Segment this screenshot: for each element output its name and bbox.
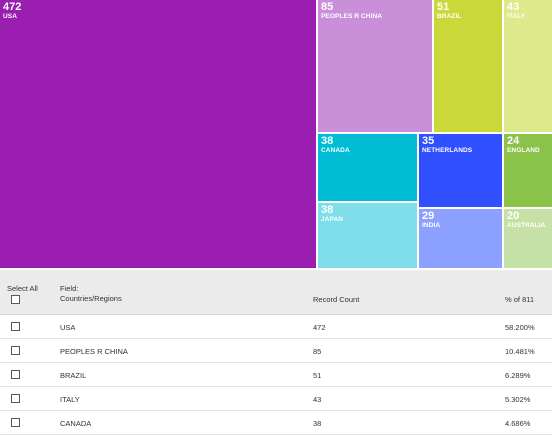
tile-label: USA	[3, 13, 18, 20]
tile-label: ITALY	[507, 13, 526, 20]
treemap-tile-peoples-r-china[interactable]: 85 PEOPLES R CHINA	[318, 0, 432, 132]
percent-header[interactable]: % of 811	[505, 295, 535, 304]
record-count: 472	[313, 323, 326, 332]
tile-label: ENGLAND	[507, 147, 540, 154]
tile-value: 85	[321, 1, 334, 13]
tile-value: 38	[321, 135, 334, 147]
table-row: BRAZIL 51 6.289%	[0, 363, 552, 387]
percent-value: 4.686%	[505, 419, 531, 428]
table-header: Select All Field: Countries/Regions Reco…	[0, 270, 552, 315]
country-name: ITALY	[60, 395, 80, 404]
row-checkbox[interactable]	[11, 346, 20, 355]
treemap-chart: 472 USA 85 PEOPLES R CHINA 51 BRAZIL 43 …	[0, 0, 552, 270]
percent-value: 5.302%	[505, 395, 531, 404]
percent-value: 58.200%	[505, 323, 535, 332]
tile-label: AUSTRALIA	[507, 222, 546, 229]
field-name: Countries/Regions	[60, 294, 122, 303]
treemap-tile-england[interactable]: 24 ENGLAND	[504, 134, 552, 207]
record-count: 38	[313, 419, 322, 428]
record-count-header[interactable]: Record Count	[313, 295, 360, 304]
tile-label: INDIA	[422, 222, 441, 229]
table-row: ITALY 43 5.302%	[0, 387, 552, 411]
select-all-label: Select All	[7, 284, 38, 293]
table-row: CANADA 38 4.686%	[0, 411, 552, 435]
treemap-tile-usa[interactable]: 472 USA	[0, 0, 316, 268]
country-name: CANADA	[60, 419, 92, 428]
tile-label: NETHERLANDS	[422, 147, 473, 154]
tile-label: PEOPLES R CHINA	[321, 13, 383, 20]
treemap-tile-brazil[interactable]: 51 BRAZIL	[434, 0, 502, 132]
row-checkbox[interactable]	[11, 370, 20, 379]
treemap-tile-india[interactable]: 29 INDIA	[419, 209, 502, 268]
tile-value: 29	[422, 210, 435, 222]
row-checkbox[interactable]	[11, 322, 20, 331]
tile-label: CANADA	[321, 147, 350, 154]
percent-value: 6.289%	[505, 371, 531, 380]
tile-value: 51	[437, 1, 450, 13]
treemap-tile-australia[interactable]: 20 AUSTRALIA	[504, 209, 552, 268]
tile-value: 20	[507, 210, 520, 222]
record-count: 43	[313, 395, 322, 404]
tile-value: 24	[507, 135, 520, 147]
tile-value: 43	[507, 1, 520, 13]
treemap-tile-italy[interactable]: 43 ITALY	[504, 0, 552, 132]
tile-value: 35	[422, 135, 435, 147]
field-label: Field:	[60, 284, 79, 293]
treemap-tile-canada[interactable]: 38 CANADA	[318, 134, 417, 201]
table-row: PEOPLES R CHINA 85 10.481%	[0, 339, 552, 363]
tile-value: 38	[321, 204, 334, 216]
country-name: USA	[60, 323, 76, 332]
treemap-tile-japan[interactable]: 38 JAPAN	[318, 203, 417, 268]
tile-label: JAPAN	[321, 216, 344, 223]
country-name: PEOPLES R CHINA	[60, 347, 128, 356]
record-count: 85	[313, 347, 322, 356]
treemap-tile-netherlands[interactable]: 35 NETHERLANDS	[419, 134, 502, 207]
tile-value: 472	[3, 1, 22, 13]
record-count: 51	[313, 371, 322, 380]
percent-value: 10.481%	[505, 347, 535, 356]
row-checkbox[interactable]	[11, 418, 20, 427]
table-row: USA 472 58.200%	[0, 315, 552, 339]
results-table: Select All Field: Countries/Regions Reco…	[0, 270, 552, 435]
country-name: BRAZIL	[60, 371, 87, 380]
select-all-checkbox[interactable]	[11, 295, 20, 304]
tile-label: BRAZIL	[437, 13, 462, 20]
row-checkbox[interactable]	[11, 394, 20, 403]
